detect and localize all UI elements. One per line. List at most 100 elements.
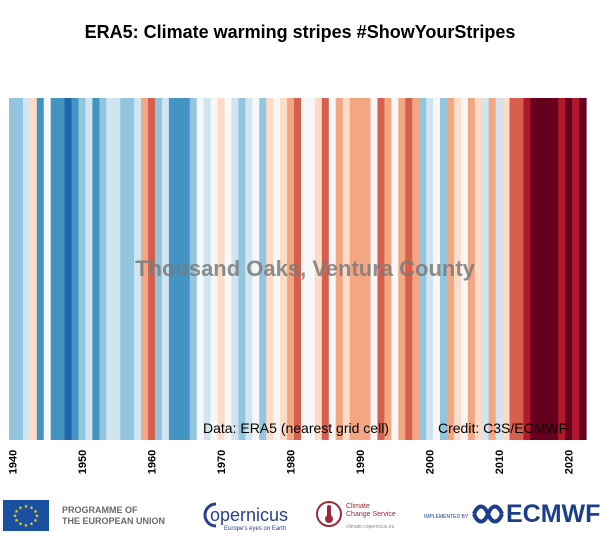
svg-text:★: ★ <box>14 509 19 515</box>
x-axis: 1940 1950 1960 1970 1980 1990 2000 2010 2020 <box>7 450 575 474</box>
copernicus-c-icon <box>203 502 217 528</box>
x-tick-label: 2020 <box>564 450 576 474</box>
stripe-1981 <box>294 98 302 440</box>
svg-text:★: ★ <box>13 514 18 520</box>
stripe-1997 <box>405 98 413 440</box>
stripe-1977 <box>266 98 274 440</box>
stripe-1957 <box>127 98 135 440</box>
stripe-2019 <box>558 98 566 440</box>
stripe-1979 <box>280 98 288 440</box>
stripe-1965 <box>182 98 191 440</box>
stripe-2018 <box>551 98 559 440</box>
stripe-2009 <box>488 98 497 440</box>
c3s-url: climate.copernicus.eu <box>346 524 395 530</box>
stripe-1990 <box>356 98 365 440</box>
stripe-1976 <box>259 98 267 440</box>
stripe-1948 <box>64 98 73 440</box>
stripe-1955 <box>113 98 121 440</box>
stripe-1971 <box>224 98 233 440</box>
stripe-1970 <box>217 98 226 440</box>
x-tick-label: 1940 <box>7 450 19 474</box>
stripe-1961 <box>154 98 163 440</box>
stripe-1978 <box>273 98 281 440</box>
stripe-1991 <box>363 98 372 440</box>
svg-text:★: ★ <box>29 506 34 512</box>
stripe-2022 <box>579 98 587 440</box>
stripe-2016 <box>537 98 545 440</box>
x-tick-label: 1960 <box>147 450 159 474</box>
stripe-1973 <box>238 98 246 440</box>
stripe-1945 <box>43 98 52 440</box>
stripes-group <box>9 98 587 440</box>
stripe-1972 <box>231 98 240 440</box>
eu-line-2: THE EUROPEAN UNION <box>62 516 166 526</box>
stripe-1980 <box>287 98 295 440</box>
warming-stripes-chart: 1940 1950 1960 1970 1980 1990 2000 2010 2020 Tho… <box>7 98 587 474</box>
eu-flag-icon: ★ ★ ★ ★ ★ ★ ★ ★ ★ ★ ★ ★ <box>3 500 49 531</box>
stripe-1963 <box>168 98 177 440</box>
stripe-1984 <box>314 98 323 440</box>
x-tick-label: 1950 <box>77 450 89 474</box>
stripe-2012 <box>509 98 518 440</box>
stripe-1993 <box>377 98 385 440</box>
svg-text:★: ★ <box>24 523 29 529</box>
x-tick-label: 1970 <box>216 450 228 474</box>
c3s-line-2: Change Service <box>346 511 396 518</box>
stripe-1982 <box>300 98 309 440</box>
svg-text:★: ★ <box>18 506 23 512</box>
stripe-2004 <box>453 98 462 440</box>
stripe-2011 <box>502 98 511 440</box>
stripe-2007 <box>474 98 483 440</box>
ecmwf-name: ECMWF <box>506 500 600 528</box>
x-tick-label: 2000 <box>425 450 437 474</box>
stripe-1987 <box>335 98 344 440</box>
stripe-1995 <box>391 98 399 440</box>
stripe-1983 <box>307 98 316 440</box>
stripe-2005 <box>460 98 469 440</box>
stripe-1942 <box>22 98 31 440</box>
footer-logos: ★ ★ ★ ★ ★ ★ ★ ★ ★ ★ ★ ★ PROGRAMME OF THE EUROPEA… <box>0 494 600 534</box>
stripe-1967 <box>196 98 205 440</box>
stripe-1988 <box>342 98 351 440</box>
stripe-1951 <box>85 98 94 440</box>
stripe-1992 <box>370 98 379 440</box>
c3s-thermometer-icon <box>316 501 342 527</box>
ecmwf-logo: ECMWF <box>472 500 600 528</box>
stripe-1943 <box>29 98 38 440</box>
stripe-2021 <box>572 98 580 440</box>
svg-text:★: ★ <box>29 522 34 528</box>
stripe-2010 <box>495 98 504 440</box>
stripe-2015 <box>530 98 538 440</box>
stripe-1964 <box>175 98 184 440</box>
stripe-2002 <box>440 98 448 440</box>
stripe-1956 <box>120 98 128 440</box>
credit-note: Credit: C3S/ECMWF <box>438 420 567 436</box>
stripe-1944 <box>36 98 45 440</box>
stripe-1947 <box>57 98 66 440</box>
data-source-note: Data: ERA5 (nearest grid cell) <box>203 420 389 436</box>
x-tick-label: 1990 <box>355 450 367 474</box>
stripe-1996 <box>398 98 406 440</box>
stripe-1962 <box>161 98 170 440</box>
stripe-1954 <box>106 98 114 440</box>
stripe-2003 <box>446 98 455 440</box>
stripe-2014 <box>523 98 531 440</box>
stripe-2013 <box>516 98 525 440</box>
stripe-2017 <box>544 98 552 440</box>
svg-text:★: ★ <box>18 522 23 528</box>
stripe-1999 <box>419 98 427 440</box>
stripe-1974 <box>245 98 253 440</box>
c3s-line-1: Climate <box>346 503 370 510</box>
svg-text:★: ★ <box>33 509 38 515</box>
stripe-1985 <box>321 98 330 440</box>
stripe-1989 <box>349 98 358 440</box>
svg-text:★: ★ <box>24 504 29 510</box>
chart-title: ERA5: Climate warming stripes #ShowYourS… <box>84 22 516 42</box>
stripe-1968 <box>203 98 212 440</box>
x-tick-label: 1980 <box>286 450 298 474</box>
implemented-by-label: IMPLEMENTED BY <box>424 514 469 520</box>
stripe-2006 <box>467 98 476 440</box>
copernicus-name: opernicus <box>210 505 289 525</box>
ecmwf-swirl-icon <box>472 504 504 524</box>
eu-line-1: PROGRAMME OF <box>62 505 138 515</box>
